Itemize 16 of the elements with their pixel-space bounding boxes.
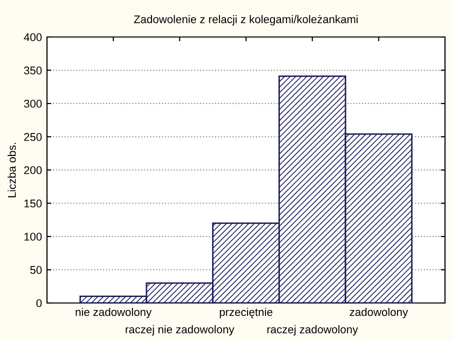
x-tick-label: zadowolony (350, 308, 408, 318)
y-tick-label: 150 (24, 200, 42, 208)
chart-title: Zadowolenie z relacji z kolegami/koleżankami (134, 15, 358, 26)
x-tick-label: przeciętnie (220, 308, 272, 318)
y-tick-label: 400 (24, 33, 42, 42)
y-tick-label: 50 (30, 266, 42, 274)
x-tick-label: nie zadowolony (76, 308, 152, 318)
y-axis-title: Liczba obs. (8, 142, 16, 198)
y-tick-label: 0 (36, 299, 42, 308)
y-tick-label: 200 (24, 166, 42, 174)
x-tick-label: raczej zadowolony (267, 325, 358, 336)
y-tick-label: 350 (24, 66, 42, 74)
y-tick-label: 250 (24, 133, 42, 141)
y-tick-label: 100 (24, 232, 42, 241)
x-tick-label: raczej nie zadowolony (126, 325, 234, 336)
y-tick-label: 300 (24, 100, 42, 108)
